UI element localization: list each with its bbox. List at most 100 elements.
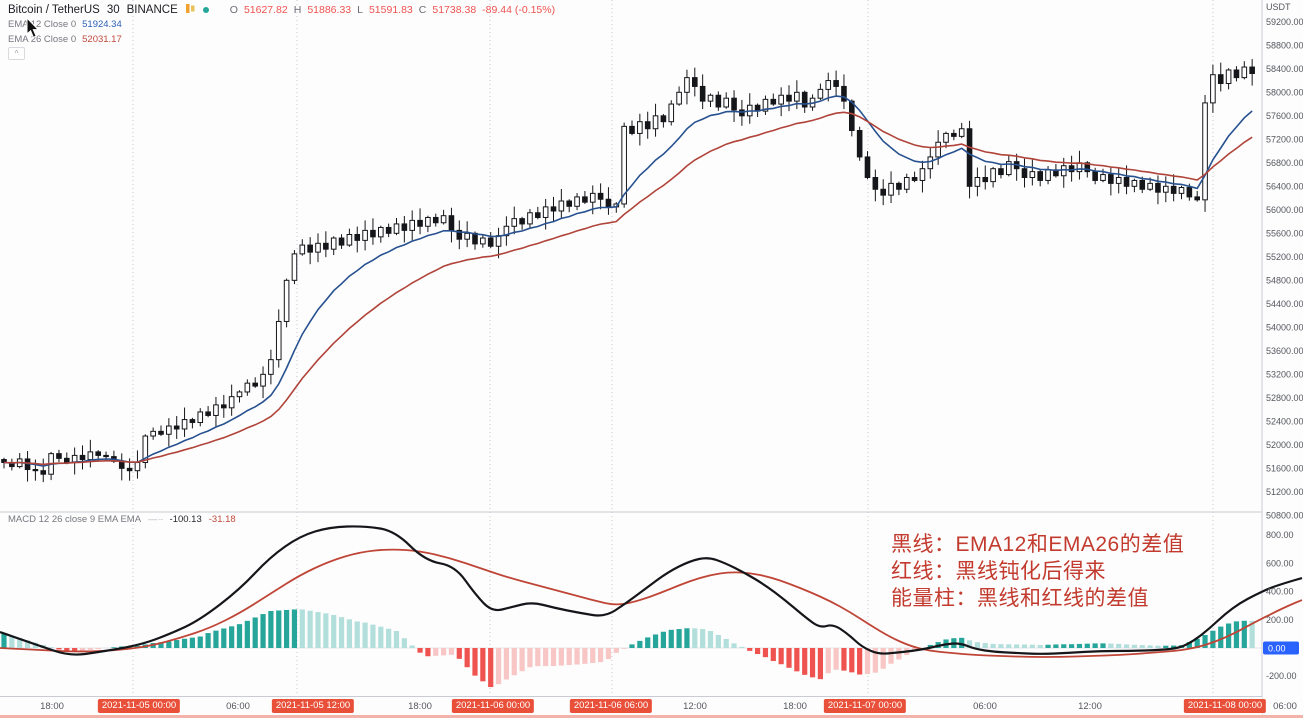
macd-histogram-bar (802, 648, 808, 675)
macd-histogram-bar (448, 648, 455, 655)
candle-body (1131, 179, 1138, 187)
macd-histogram-bar (849, 648, 855, 673)
candle-body (283, 279, 290, 322)
candle-body (299, 244, 306, 255)
macd-histogram-bar (378, 626, 384, 648)
macd-histogram-bar (1123, 644, 1130, 648)
candle-body (315, 242, 321, 253)
macd-histogram-bar (189, 637, 195, 648)
candle-body (189, 419, 196, 424)
market-status-dot (202, 7, 209, 13)
candle-body (1170, 185, 1177, 194)
macd-histogram-bar (1045, 644, 1051, 648)
candle-body (542, 206, 549, 218)
time-axis[interactable]: 18:00 06:00 18:00 12:00 18:00 06:00 12:00 06:00… (0, 696, 1297, 718)
indicator-legend-ema26[interactable]: EMA 26 Close 0 52031.17 (8, 32, 555, 46)
video-progress-bar[interactable] (0, 715, 1303, 718)
macd-histogram-bar (307, 610, 313, 648)
macd-histogram-bar (346, 619, 352, 648)
macd-histogram-bar (213, 630, 219, 648)
time-label: 06:00 (973, 701, 997, 712)
macd-tick-label: 400.00 (1266, 587, 1294, 597)
macd-histogram-bar (24, 640, 31, 648)
indicator-legend-macd[interactable]: MACD 12 26 close 9 EMA EMA — ·· -100.13 … (8, 514, 236, 525)
price-tick-label: 54000.00 (1266, 322, 1303, 332)
macd-histogram-bar (488, 648, 494, 688)
price-tick-label: 57600.00 (1266, 111, 1303, 121)
candle-body (503, 225, 510, 237)
change-value: -89.44 (-0.15%) (482, 4, 556, 16)
macd-histogram-bar (1108, 643, 1114, 648)
candle-body (990, 168, 996, 183)
candle-body (927, 156, 934, 170)
macd-histogram-bar (707, 631, 714, 648)
candle-body (1225, 69, 1232, 84)
macd-histogram-bar (676, 629, 682, 648)
macd-histogram-bar (205, 633, 211, 648)
indicator-legend-ema12[interactable]: EMA 12 Close 0 51924.34 (8, 18, 555, 32)
macd-value-badge (1263, 641, 1299, 655)
candle-body (103, 454, 109, 458)
candle-body (566, 200, 573, 207)
candle-body (1241, 66, 1248, 79)
candle-body (668, 103, 675, 123)
time-label-highlighted: 2021-11-05 12:00 (271, 699, 355, 713)
high-label: H (293, 4, 302, 16)
candle-body (166, 425, 172, 435)
candle-body (268, 359, 274, 375)
candle-body (833, 80, 839, 87)
macd-histogram-bar (284, 609, 290, 648)
macd-histogram-bar (605, 648, 612, 660)
candle-body (291, 253, 298, 281)
macd-histogram-bar (456, 648, 462, 659)
macd-histogram-bar (1186, 642, 1192, 648)
candle-body (919, 168, 926, 181)
price-tick-label: 58800.00 (1266, 40, 1303, 50)
interval-label[interactable]: 30 (106, 4, 120, 16)
macd-histogram-bar (197, 636, 203, 648)
macd-histogram-bar (896, 648, 902, 660)
time-label: 18:00 (783, 701, 807, 712)
price-tick-label: 58000.00 (1266, 87, 1303, 97)
macd-histogram-bar (315, 612, 321, 648)
macd-histogram-bar (323, 613, 329, 648)
symbol-title[interactable]: Bitcoin / TetherUS (8, 4, 100, 16)
symbol-row: Bitcoin / TetherUS 30 BINANCE O 51627.82 … (8, 3, 555, 17)
candle-body (629, 125, 635, 134)
candle-body (558, 200, 565, 212)
macd-histogram-bar (338, 617, 345, 648)
candle-body (574, 196, 580, 207)
macd-histogram-bar (1202, 634, 1208, 648)
macd-histogram-bar (1233, 621, 1240, 648)
ema26-line (3, 111, 1253, 466)
macd-style-preview: — ·· (148, 514, 164, 525)
macd-histogram-bar (299, 609, 305, 648)
macd-histogram-bar (393, 631, 400, 648)
macd-histogram-bar (1155, 645, 1161, 648)
macd-histogram-bar (166, 641, 172, 648)
candle-body (205, 411, 211, 416)
candle-body (307, 244, 313, 253)
price-tick-label: 51200.00 (1266, 487, 1303, 497)
candle-body (1092, 171, 1098, 181)
candle-body (1178, 186, 1185, 194)
candle-body (362, 229, 368, 241)
annotation-line-1: 黑线：EMA12和EMA26的差值 (891, 533, 1185, 556)
macd-histogram-bar (1092, 643, 1098, 648)
candle-body (519, 218, 525, 225)
ema12-value: 51924.34 (82, 19, 122, 30)
macd-histogram-bar (550, 648, 557, 666)
macd-histogram-bar (95, 648, 101, 650)
macd-histogram-bar (425, 648, 431, 657)
candle-body (213, 404, 219, 416)
candle-body (1084, 162, 1091, 173)
macd-histogram-bar (276, 610, 282, 648)
exchange-label[interactable]: BINANCE (126, 4, 178, 16)
annotation-text: 黑线：EMA12和EMA26的差值 红线：黑线钝化后得来 能量柱：黑线和红线的差… (891, 531, 1184, 612)
candle-body (582, 196, 588, 203)
macd-histogram-bar (244, 620, 250, 648)
legend-collapse-button[interactable]: ^ (8, 47, 25, 60)
macd-value: -100.13 (169, 514, 202, 525)
macd-histogram-bar (637, 640, 643, 648)
